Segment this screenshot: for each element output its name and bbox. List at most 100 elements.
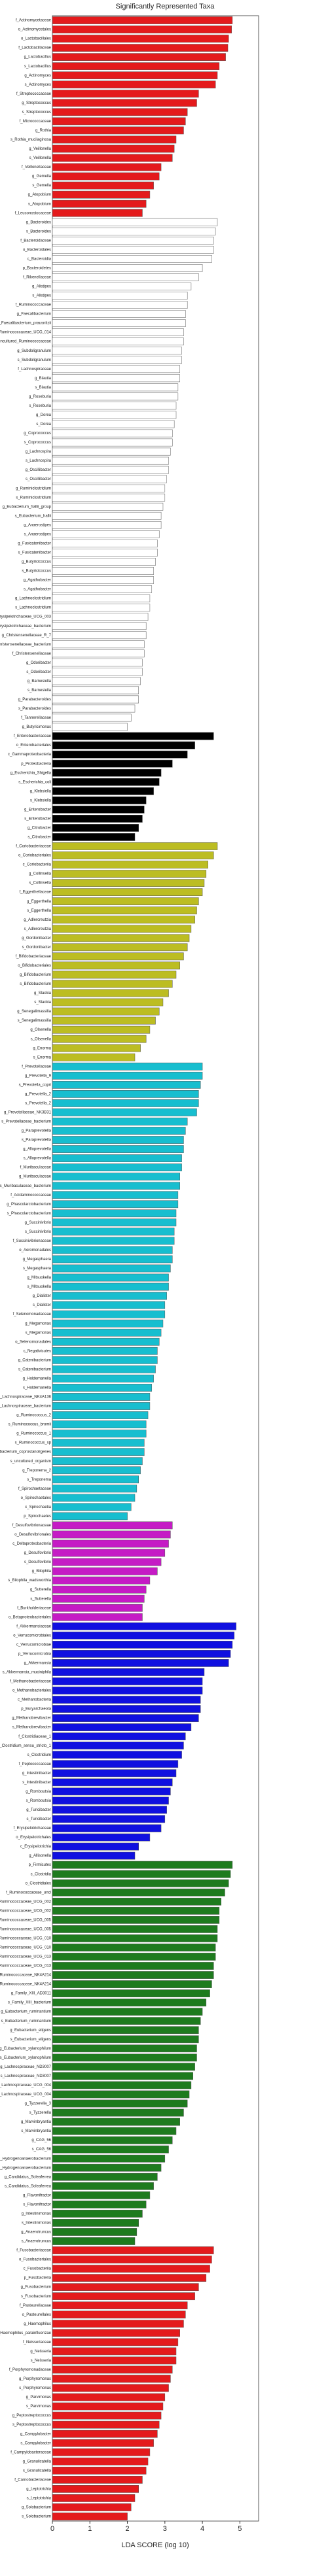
bar-label: s_Dorea: [36, 422, 51, 426]
bar: [52, 484, 166, 492]
bar: [52, 80, 216, 89]
bar-label: g_Ruminococcus_1: [16, 1432, 51, 1436]
bar: [52, 1962, 214, 1970]
bar-label: f_Bifidobacteriaceae: [16, 955, 52, 959]
bar: [52, 879, 205, 887]
bar: [52, 1742, 184, 1750]
bar-label: c_Verrucomicrobiae: [16, 1643, 52, 1647]
bar: [52, 365, 180, 373]
bar-label: g_Tyzzerella_3: [25, 2102, 52, 2106]
bar-label: s_Veillonella: [29, 156, 52, 160]
bar-label: s_Marvinbryantia: [21, 2129, 51, 2133]
bar: [52, 1915, 220, 1924]
bar-label: g_Lachnospiraceae_NK4A136: [0, 1396, 52, 1400]
bar-label: p_Proteobacteria: [21, 762, 51, 766]
bar-label: g_Bifidobacterium: [20, 973, 51, 977]
bar: [52, 1080, 201, 1089]
bar-label: o_Clostridiales: [26, 1881, 51, 1885]
bar-label: s_CAG_56: [32, 2148, 52, 2152]
bar: [52, 2439, 154, 2447]
bar-label: s_Ruminococcaceae_UCG_002: [0, 1909, 52, 1913]
bar: [52, 1576, 151, 1585]
bar-label: g_Erysipelotrichaceae_UCG_003: [0, 615, 52, 619]
bar: [52, 347, 182, 355]
bar-label: f_Rikenellaceae: [23, 276, 51, 280]
bar-label: g_Allisonella: [29, 1854, 51, 1858]
bar-label: g_Eubacterium_eligens: [10, 2029, 51, 2033]
bar-label: s_Ruminococcaceae_UCG_005: [0, 1927, 52, 1931]
bar: [52, 604, 151, 611]
bar-label: g_Muribaculaceae: [19, 1175, 52, 1179]
bar: [52, 411, 177, 419]
bar: [52, 1824, 162, 1832]
bar: [52, 2338, 179, 2346]
bar-label: g_Olsenella: [30, 1028, 51, 1032]
bar: [52, 622, 147, 630]
bar-label: g_Bacteroides: [26, 220, 51, 224]
bar-label: f_Ruminococcaceae: [16, 303, 52, 307]
bar: [52, 420, 175, 428]
bar: [52, 540, 158, 547]
bar-label: g_Ruminococcus_2: [16, 1414, 51, 1418]
bar-label: g_Parvimonas: [26, 2396, 51, 2399]
bar-label: g_Ruminococcaceae_UCG_005: [0, 1918, 52, 1922]
bar-label: g_Collinsella: [29, 872, 52, 876]
bar-label: s_Anaerotruncus: [22, 2240, 51, 2244]
bar: [52, 1778, 173, 1787]
bar: [52, 1494, 136, 1502]
bar-label: s_Intestinimonas: [22, 2222, 51, 2225]
bar: [52, 1833, 151, 1842]
bar: [52, 961, 180, 970]
bar-label: s_Ruminiclostridium: [16, 496, 51, 500]
bar-label: f_Selenomonadaceae: [13, 1313, 52, 1316]
bar: [52, 1182, 180, 1190]
bar: [52, 181, 154, 190]
bar-label: s_Clostridium: [28, 1753, 51, 1757]
bar-label: o_Pasteurellales: [22, 2313, 51, 2317]
bar-label: s_Holdemanella: [23, 1386, 52, 1390]
bar: [52, 1466, 141, 1475]
bar: [52, 1301, 166, 1309]
bar: [52, 154, 173, 162]
bar-label: g_Christensenellaceae_R_7: [2, 634, 52, 638]
bar: [52, 1806, 167, 1814]
bar: [52, 1264, 171, 1273]
bar: [52, 659, 143, 667]
bar-label: g_Desulfovibrio: [24, 1551, 52, 1555]
bar: [52, 668, 143, 676]
bar-label: g_CAG_56: [31, 2138, 51, 2142]
bar-label: s_Akkermansia_muciniphila: [3, 1671, 52, 1675]
bar: [52, 824, 139, 832]
bar-label: f_Veillonellaceae: [22, 165, 52, 169]
bar: [52, 1328, 162, 1337]
bar-label: s_Megasphaera: [23, 1267, 52, 1271]
bar-label: s_Peptostreptococcus: [12, 2423, 51, 2427]
bar: [52, 2283, 199, 2292]
bar: [52, 1448, 145, 1456]
bar: [52, 383, 179, 392]
bar-label: s_Alloprevotella: [24, 1157, 52, 1161]
bar-label: s_Rothia_mucilaginosa: [10, 138, 52, 142]
bar-label: g_Eubacterium_coprostanoligenes: [0, 1451, 51, 1454]
bar: [52, 1897, 221, 1906]
bar: [52, 1677, 203, 1685]
bar: [52, 2191, 151, 2199]
bar: [52, 842, 218, 850]
bar-label: s_Treponema: [27, 1478, 51, 1482]
bar: [52, 328, 184, 337]
bar: [52, 2200, 147, 2208]
bar: [52, 1337, 160, 1346]
bar: [52, 218, 218, 226]
bar-label: g_Neisseria: [30, 2350, 51, 2354]
bar-label: c_Negativicutes: [24, 1349, 51, 1353]
bar-label: s_Methanobrevibacter: [12, 1726, 51, 1730]
bar-label: f_Enterobacteriaceae: [14, 734, 52, 738]
bar-label: s_Succinivibrio: [25, 1230, 52, 1234]
bar: [52, 1228, 175, 1236]
bar-label: f_Streptococcaceae: [16, 92, 52, 96]
bar: [52, 805, 145, 814]
bar: [52, 549, 158, 557]
bar: [52, 1218, 177, 1227]
bar-label: s_Paraprevotella: [22, 1139, 52, 1142]
